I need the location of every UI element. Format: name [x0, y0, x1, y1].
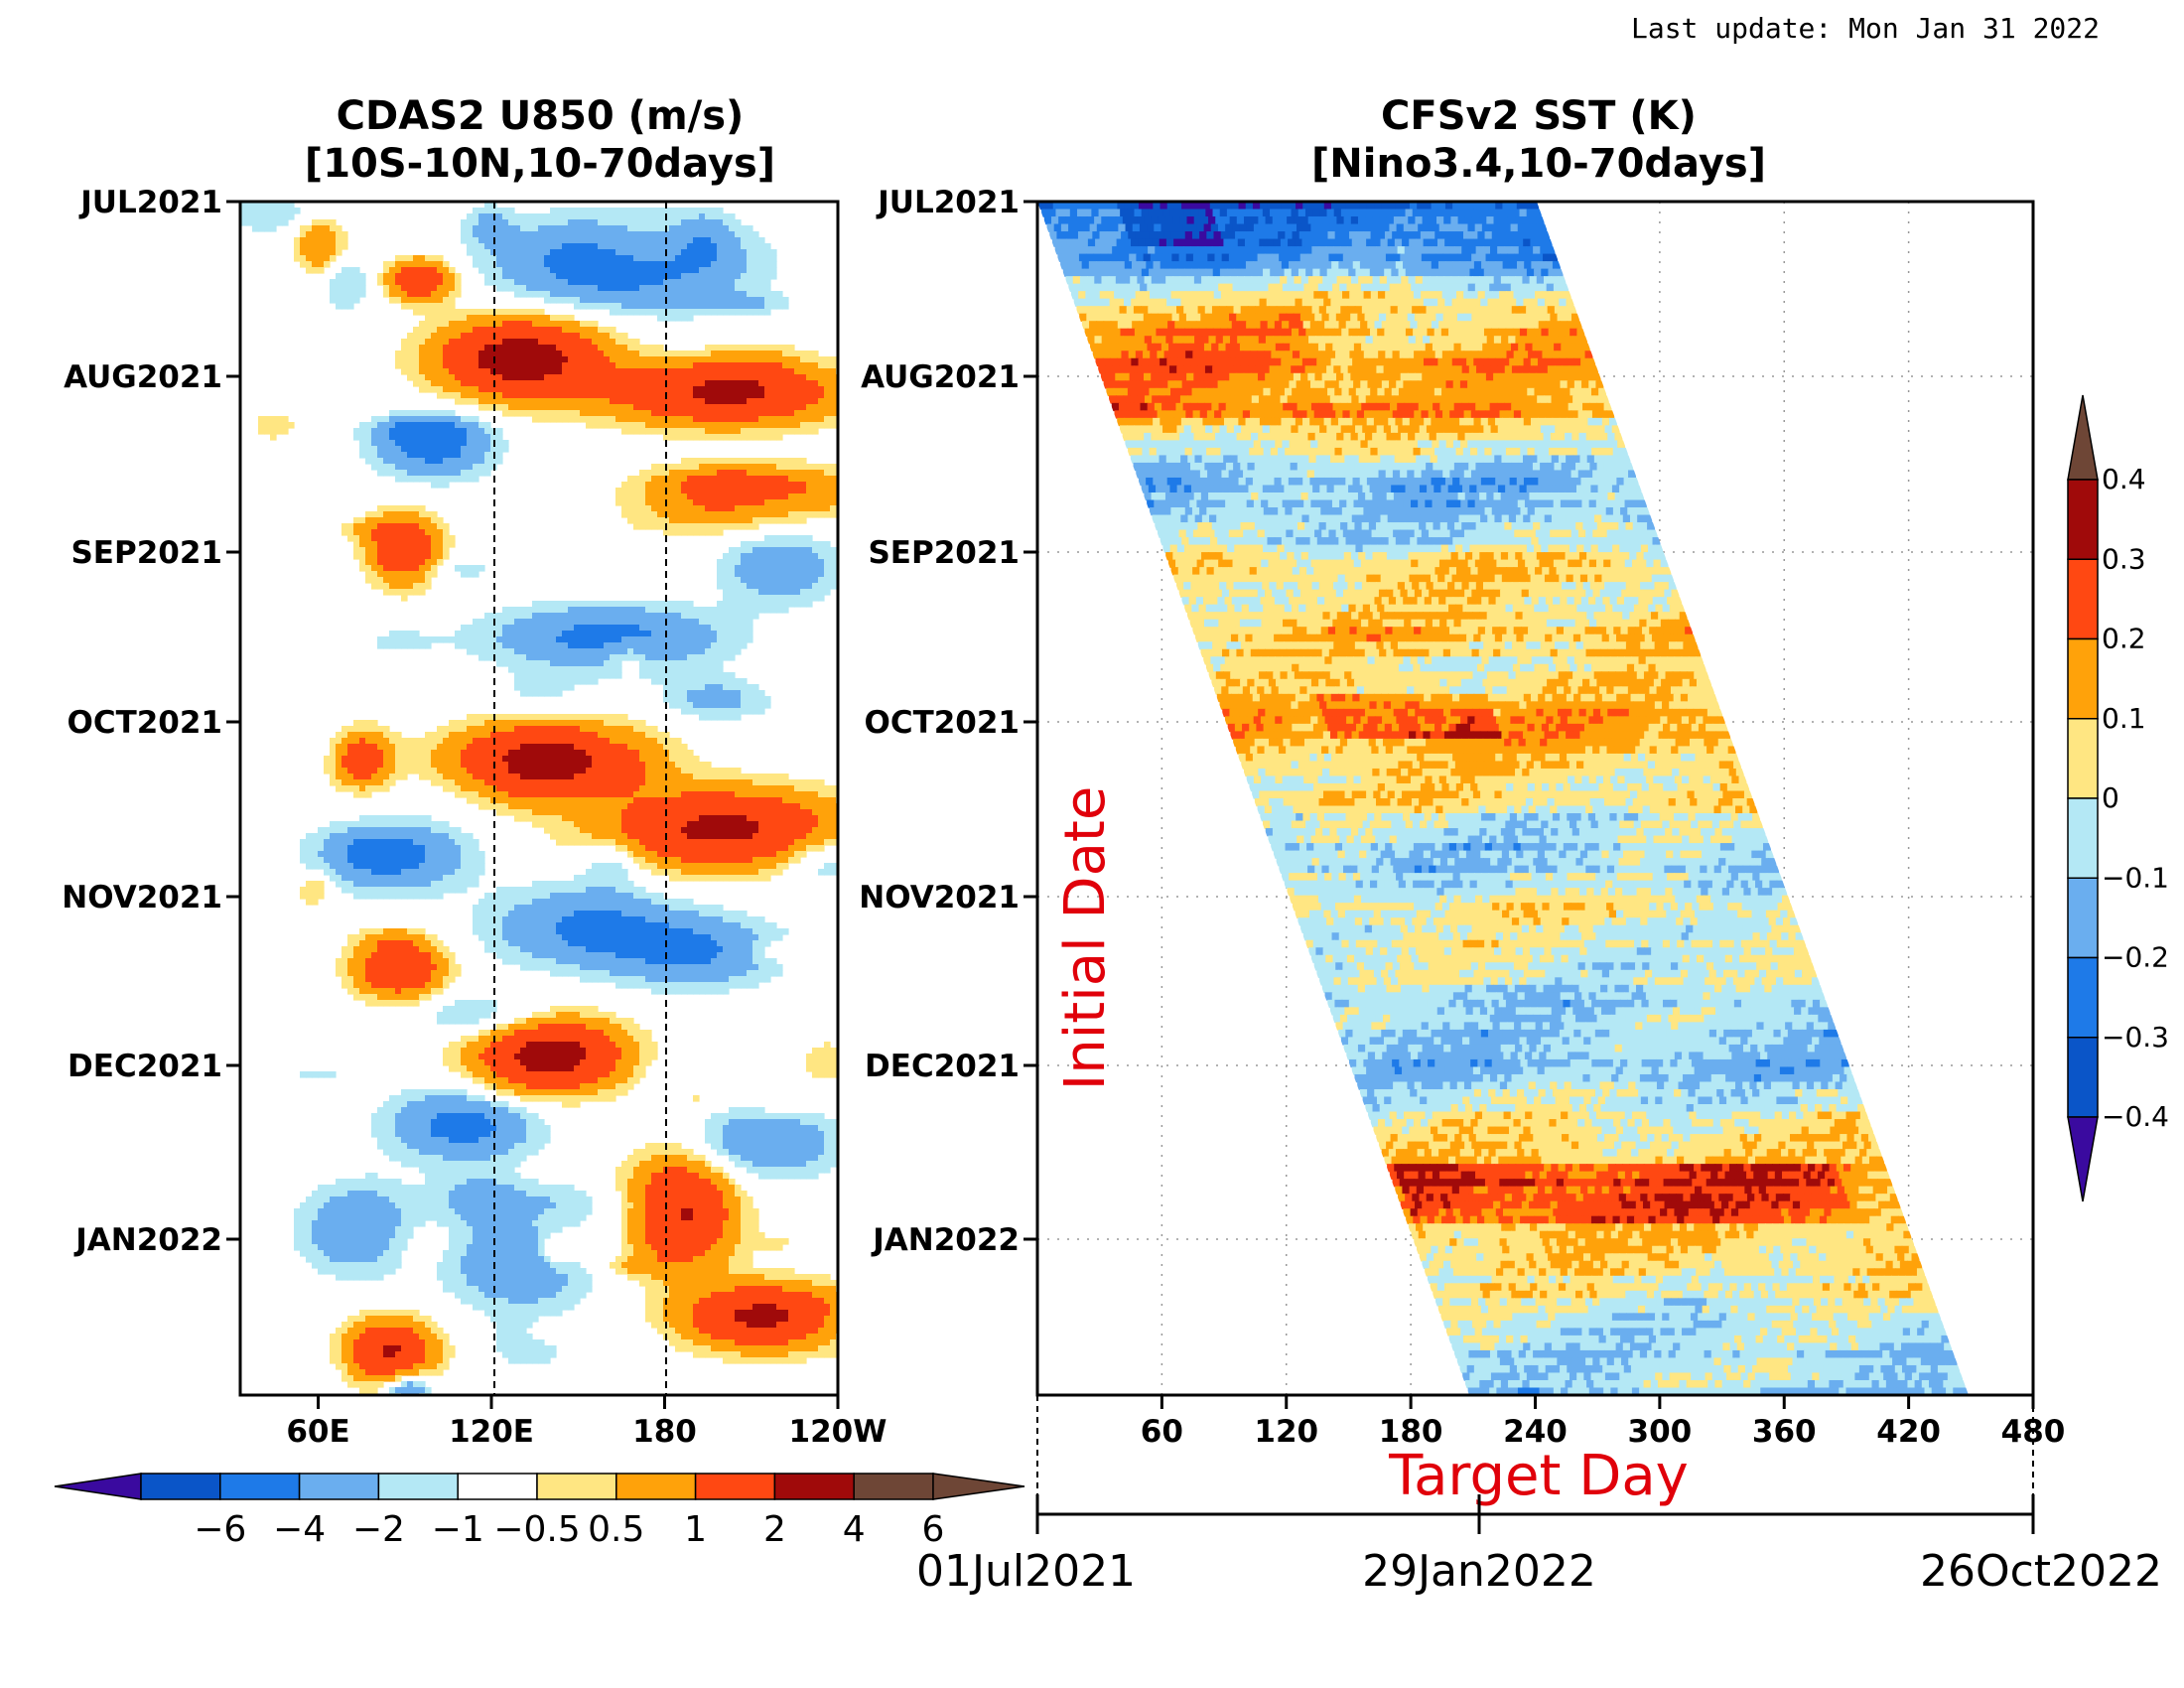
- sst-title: CFSv2 SST (K): [1381, 93, 1697, 139]
- sst-colorbar-label: 0.2: [2102, 623, 2146, 655]
- u850-ytick-label: NOV2021: [62, 880, 222, 915]
- last-update-text: Last update: Mon Jan 31 2022: [1631, 12, 2100, 45]
- sst-heatmap: [1038, 202, 1969, 1395]
- sst-colorbar-label: −0.3: [2102, 1021, 2169, 1054]
- sst-colorbar-label: −0.1: [2102, 861, 2169, 894]
- sst-xlabel: Target Day: [1388, 1444, 1689, 1508]
- u850-colorbar-label: 4: [843, 1509, 866, 1550]
- u850-xtick-label: 60E: [286, 1414, 349, 1450]
- sst-xtick-label: 60: [1141, 1414, 1183, 1450]
- u850-ytick-label: JUL2021: [78, 185, 222, 220]
- u850-frame: [238, 200, 840, 1397]
- sst-colorbar-label: 0.4: [2102, 463, 2146, 495]
- u850-colorbar-label: −1: [432, 1509, 484, 1550]
- sst-ylabel: Initial Date: [1053, 786, 1118, 1091]
- u850-colorbar: −6 −4 −2 −1 −0.5 0.5 1 2 4 6: [54, 1473, 1025, 1550]
- sst-xtick-label: 240: [1503, 1414, 1568, 1450]
- sst-colorbar-label: 0.1: [2102, 702, 2146, 735]
- sst-colorbar: 0.4 0.3 0.2 0.1 0 −0.1 −0.2 −0.3 −0.4: [2067, 394, 2169, 1202]
- u850-title: CDAS2 U850 (m/s): [337, 93, 745, 139]
- date-tick-label: 29Jan2022: [1362, 1546, 1596, 1597]
- u850-subtitle: [10S-10N,10-70days]: [305, 141, 775, 187]
- sst-xtick-label: 180: [1379, 1414, 1443, 1450]
- sst-xtick-label: 300: [1628, 1414, 1693, 1450]
- u850-ytick-label: JAN2022: [73, 1222, 222, 1258]
- sst-subtitle: [Nino3.4,10-70days]: [1311, 141, 1766, 187]
- sst-colorbar-label: 0.3: [2102, 542, 2146, 575]
- sst-colorbar-label: 0: [2102, 781, 2119, 814]
- u850-colorbar-label: −2: [352, 1509, 405, 1550]
- u850-ytick-label: OCT2021: [67, 705, 222, 741]
- sst-xtick-label: 120: [1254, 1414, 1318, 1450]
- u850-colorbar-label: 2: [763, 1509, 786, 1550]
- sst-ytick-label: DEC2021: [865, 1049, 1020, 1084]
- u850-xtick-label: 180: [632, 1414, 697, 1450]
- sst-colorbar-label: −0.4: [2102, 1100, 2169, 1133]
- u850-ytick-label: DEC2021: [68, 1049, 222, 1084]
- u850-colorbar-label: 0.5: [588, 1509, 644, 1550]
- sst-colorbar-label: −0.2: [2102, 941, 2169, 974]
- sst-ytick-label: SEP2021: [868, 535, 1020, 571]
- date-tick-label: 01Jul2021: [916, 1546, 1136, 1597]
- sst-xtick-label: 420: [1876, 1414, 1941, 1450]
- sst-ytick-label: JUL2021: [876, 185, 1020, 220]
- u850-colorbar-label: −0.5: [493, 1509, 580, 1550]
- sst-xtick-label: 360: [1752, 1414, 1817, 1450]
- u850-xtick-label: 120E: [449, 1414, 534, 1450]
- u850-colorbar-label: 6: [922, 1509, 945, 1550]
- u850-colorbar-label: 1: [684, 1509, 707, 1550]
- sst-ytick-label: NOV2021: [859, 880, 1020, 915]
- u850-xtick-label: 120W: [789, 1414, 887, 1450]
- sst-ytick-label: OCT2021: [864, 705, 1020, 741]
- u850-panel: CDAS2 U850 (m/s) [10S-10N,10-70days] JUL…: [62, 93, 887, 1450]
- u850-ytick-label: SEP2021: [70, 535, 222, 571]
- u850-colorbar-label: −6: [194, 1509, 246, 1550]
- u850-colorbar-label: −4: [273, 1509, 326, 1550]
- sst-panel: CFSv2 SST (K) [Nino3.4,10-70days] JUL202…: [859, 93, 2162, 1597]
- sst-ytick-label: JAN2022: [871, 1222, 1020, 1258]
- u850-heatmap: [240, 202, 838, 1395]
- date-tick-label: 26Oct2022: [1920, 1546, 2162, 1597]
- u850-ytick-label: AUG2021: [64, 359, 222, 395]
- sst-ytick-label: AUG2021: [861, 359, 1020, 395]
